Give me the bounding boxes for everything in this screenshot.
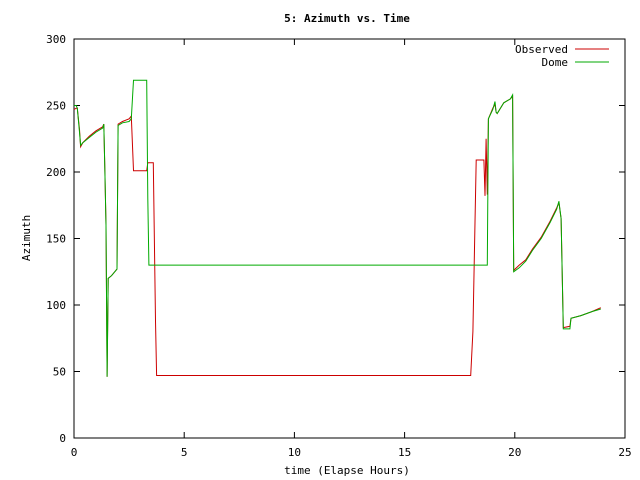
- y-tick-label: 100: [46, 299, 66, 312]
- y-axis-label: Azimuth: [20, 215, 33, 261]
- series-layer: [73, 79, 602, 377]
- x-tick-label: 5: [181, 446, 188, 459]
- x-tick-label: 10: [288, 446, 301, 459]
- x-axis-label: time (Elapse Hours): [284, 464, 410, 477]
- legend-label-dome: Dome: [542, 56, 569, 69]
- y-tick-label: 150: [46, 233, 66, 246]
- y-tick-label: 0: [59, 432, 66, 445]
- y-axis: 0 50 100 150 200 250 300: [46, 33, 625, 445]
- x-tick-label: 0: [71, 446, 78, 459]
- x-tick-label: 25: [618, 446, 631, 459]
- series-line-dome: [74, 79, 601, 377]
- x-tick-label: 20: [508, 446, 521, 459]
- plot-area-border: [73, 38, 626, 439]
- chart-title: 5: Azimuth vs. Time: [284, 12, 410, 25]
- y-tick-label: 50: [53, 366, 66, 379]
- legend-label-observed: Observed: [515, 43, 568, 56]
- series-line-observed: [73, 94, 602, 377]
- y-tick-label: 250: [46, 100, 66, 113]
- y-tick-label: 300: [46, 33, 66, 46]
- x-axis: 0 5 10 15 20 25: [71, 39, 632, 459]
- x-tick-label: 15: [398, 446, 411, 459]
- y-tick-label: 200: [46, 166, 66, 179]
